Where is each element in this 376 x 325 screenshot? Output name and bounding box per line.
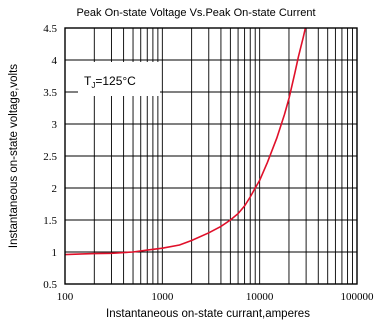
x-axis-label: Instantaneous on-state currant,amperes bbox=[106, 308, 310, 320]
y-tick-label: 4.5 bbox=[43, 23, 57, 35]
y-axis-label: Instantaneous on-state voltage,volts bbox=[8, 64, 20, 248]
y-tick-labels: 0.5 1 1.5 2 2.5 3 3.5 4 4.5 bbox=[43, 23, 57, 291]
x-tick-label: 1000 bbox=[151, 291, 174, 303]
y-tick-label: 4 bbox=[52, 55, 58, 67]
plot-frame bbox=[64, 27, 358, 285]
x-tick-label: 100000 bbox=[341, 291, 375, 303]
series-line bbox=[64, 27, 307, 256]
chart-title: Peak On-state Voltage Vs.Peak On-state C… bbox=[76, 7, 315, 19]
y-tick-label: 3 bbox=[52, 119, 58, 131]
y-tick-label: 0.5 bbox=[43, 279, 57, 291]
y-tick-label: 2 bbox=[52, 183, 58, 195]
x-tick-label: 100 bbox=[57, 291, 74, 303]
annotation-box: TJ=125°C bbox=[78, 62, 160, 96]
y-tick-label: 1.5 bbox=[43, 215, 57, 227]
y-tick-label: 1 bbox=[52, 247, 58, 259]
x-tick-label: 10000 bbox=[246, 291, 274, 303]
x-tick-labels: 100 1000 10000 100000 bbox=[57, 291, 374, 303]
annotation-text: TJ=125°C bbox=[84, 74, 136, 90]
y-tick-label: 2.5 bbox=[43, 151, 57, 163]
y-tick-label: 3.5 bbox=[43, 87, 57, 99]
